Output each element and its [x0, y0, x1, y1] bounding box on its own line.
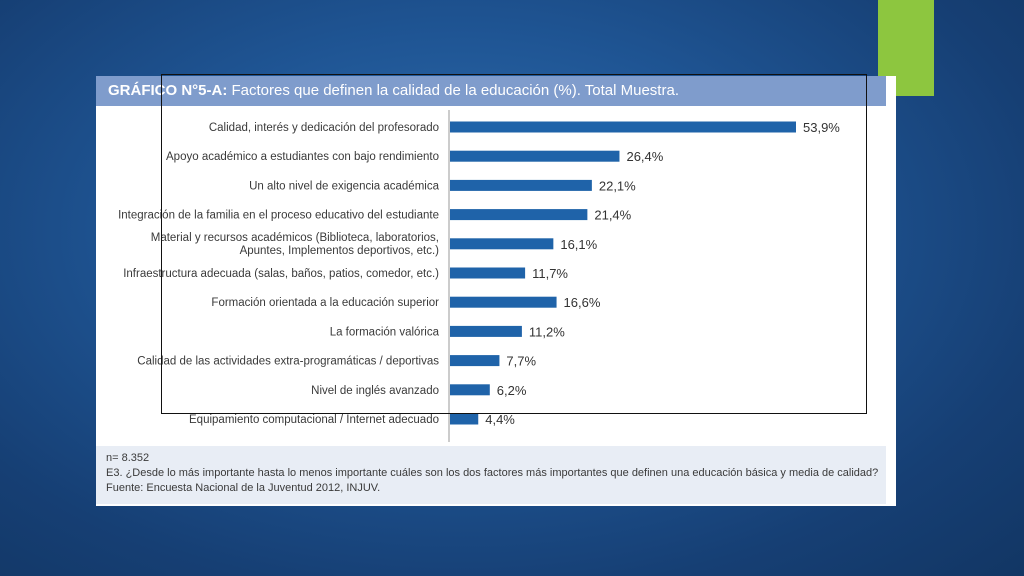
- selection-rectangle: [161, 74, 867, 414]
- bar-6: [450, 296, 557, 308]
- category-label-9: Nivel de inglés avanzado: [311, 385, 439, 397]
- bar-chart: 53,9% Calidad, interés y dedicación del p…: [118, 110, 840, 442]
- bar-4: [450, 238, 554, 250]
- bar-1: [450, 150, 620, 162]
- bar-value-label-8: 7,7%: [506, 354, 536, 369]
- bar-value-label-1: 26,4%: [626, 149, 663, 164]
- category-label-5: Infraestructura adecuada (salas, baños, …: [123, 268, 439, 280]
- bar-2: [450, 179, 592, 191]
- category-label-7: La formación valórica: [330, 326, 440, 338]
- bar-value-label-10: 4,4%: [485, 412, 515, 427]
- sample-size: n= 8.352: [106, 452, 150, 464]
- bar-7: [450, 325, 522, 337]
- bar-5: [450, 267, 526, 279]
- bar-value-label-9: 6,2%: [497, 383, 527, 398]
- bar-value-label-2: 22,1%: [599, 178, 636, 193]
- category-label-4-line-1: Apuntes, Implementos deportivos, etc.): [240, 245, 440, 257]
- chart-title: GRÁFICO N°5-A: Factores que definen la c…: [108, 82, 679, 99]
- bar-9: [450, 384, 490, 396]
- bar-10: [450, 413, 479, 425]
- category-label-4-line-0: Material y recursos académicos (Bibliote…: [151, 232, 439, 244]
- chart-title-bar: GRÁFICO N°5-A: Factores que definen la c…: [96, 76, 886, 106]
- bar-3: [450, 209, 588, 221]
- category-label-10: Equipamiento computacional / Internet ad…: [189, 414, 439, 426]
- bar-value-label-7: 11,2%: [529, 324, 565, 339]
- survey-question: E3. ¿Desde lo más importante hasta lo me…: [106, 467, 879, 479]
- bar-0: [450, 121, 796, 133]
- category-label-6: Formación orientada a la educación super…: [211, 297, 439, 309]
- bar-value-label-5: 11,7%: [532, 266, 568, 281]
- chart-card: GRÁFICO N°5-A: Factores que definen la c…: [96, 76, 896, 506]
- bar-8: [450, 355, 500, 367]
- category-label-8: Calidad de las actividades extra-program…: [137, 356, 439, 368]
- chart-title-prefix: GRÁFICO N°5-A:: [108, 82, 228, 99]
- chart-area: 53,9% Calidad, interés y dedicación del p…: [96, 106, 886, 446]
- category-label-0: Calidad, interés y dedicación del profes…: [209, 122, 439, 134]
- bar-value-label-3: 21,4%: [594, 208, 631, 223]
- chart-title-main: Factores que definen la calidad de la ed…: [231, 82, 679, 99]
- category-label-1: Apoyo académico a estudiantes con bajo r…: [166, 151, 439, 163]
- bar-value-label-0: 53,9%: [803, 120, 840, 135]
- bar-value-label-4: 16,1%: [560, 237, 597, 252]
- category-label-2: Un alto nivel de exigencia académica: [249, 180, 439, 192]
- category-label-3: Integración de la familia en el proceso …: [118, 210, 439, 222]
- data-source: Fuente: Encuesta Nacional de la Juventud…: [106, 482, 381, 494]
- bar-value-label-6: 16,6%: [564, 295, 601, 310]
- chart-footer: n= 8.352 E3. ¿Desde lo más importante ha…: [96, 446, 886, 504]
